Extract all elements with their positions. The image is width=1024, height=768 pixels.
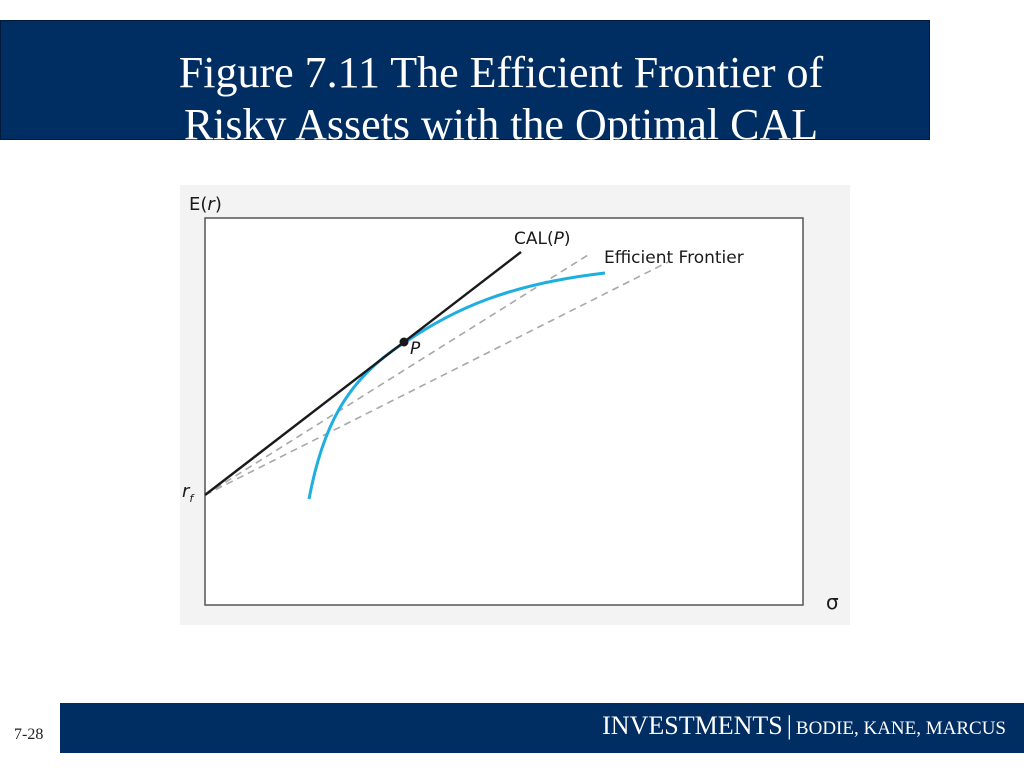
slide-number: 7-28 xyxy=(14,726,44,743)
plot-frame xyxy=(204,217,804,606)
slide-title-line-1: Figure 7.11 The Efficient Frontier of xyxy=(178,48,824,97)
optimal-cal-line xyxy=(204,251,522,496)
rf-label: rf xyxy=(182,481,195,505)
y-axis-label: E(r) xyxy=(189,194,222,215)
footer-text: INVESTMENTS | BODIE, KANE, MARCUS xyxy=(602,711,1006,741)
efficient-frontier-label: Efficient Frontier xyxy=(604,248,744,268)
dashed-cal-upper xyxy=(204,254,589,496)
tangency-point-p xyxy=(399,337,409,347)
title-banner: Figure 7.11 The Efficient Frontier of Ri… xyxy=(0,20,930,149)
cal-label: CAL(P) xyxy=(514,229,571,249)
dashed-cal-lower xyxy=(204,261,669,496)
slide-title-line-2: Risky Assets with the Optimal CAL xyxy=(183,100,819,149)
footer-authors: BODIE, KANE, MARCUS xyxy=(795,718,1006,739)
point-p-label: P xyxy=(410,339,421,359)
footer-book-title: INVESTMENTS xyxy=(602,711,783,740)
footer-separator: | xyxy=(786,711,792,740)
slide-title: Figure 7.11 The Efficient Frontier of Ri… xyxy=(151,47,851,151)
x-axis-label: σ xyxy=(826,590,839,614)
footer-bar: INVESTMENTS | BODIE, KANE, MARCUS xyxy=(60,703,1024,753)
